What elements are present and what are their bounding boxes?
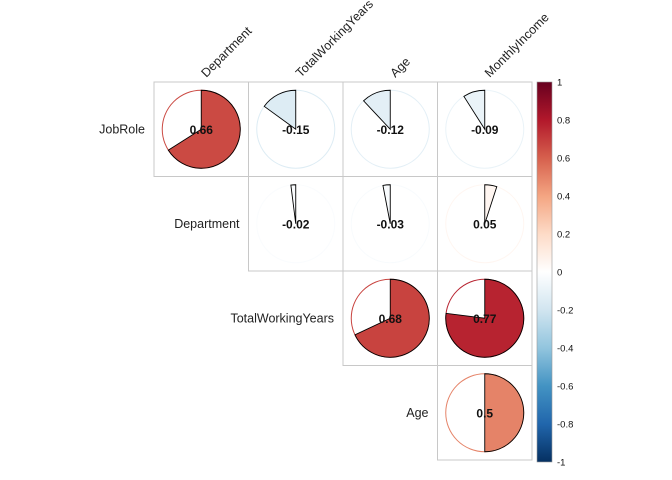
column-label: TotalWorkingYears bbox=[293, 0, 376, 80]
cell-value-label: 0.68 bbox=[379, 312, 403, 326]
row-label: JobRole bbox=[99, 122, 145, 136]
colorbar-tick-label: 0.2 bbox=[557, 230, 570, 241]
row-label: TotalWorkingYears bbox=[230, 311, 334, 325]
colorbar bbox=[536, 81, 553, 463]
column-label: Age bbox=[387, 54, 413, 80]
pie-slice bbox=[484, 373, 525, 453]
colorbar-tick-label: -0.6 bbox=[557, 382, 573, 393]
pie-slice bbox=[263, 89, 297, 131]
pie-slice bbox=[463, 89, 486, 131]
colorbar-tick-label: 0 bbox=[557, 268, 562, 279]
pie-slice bbox=[484, 184, 498, 224]
colorbar-tick-label: -0.2 bbox=[557, 306, 573, 317]
colorbar-tick-label: -0.4 bbox=[557, 344, 573, 355]
colorbar-tick-label: -1 bbox=[557, 458, 565, 469]
pie-slice bbox=[290, 184, 297, 224]
cell-value-label: -0.03 bbox=[377, 217, 405, 231]
pie-slice bbox=[362, 89, 391, 131]
column-label: Department bbox=[198, 24, 254, 80]
cell-value-label: 0.77 bbox=[473, 312, 497, 326]
row-label: Department bbox=[174, 217, 240, 231]
colorbar-tick-label: 0.6 bbox=[557, 154, 570, 165]
cell-value-label: 0.5 bbox=[476, 406, 493, 420]
cell-value-label: -0.02 bbox=[282, 217, 310, 231]
cell-value-label: -0.12 bbox=[377, 123, 405, 137]
pie-slice bbox=[167, 89, 241, 169]
colorbar-tick-label: 0.4 bbox=[557, 192, 570, 203]
cell-value-label: -0.15 bbox=[282, 123, 310, 137]
pie-slice bbox=[354, 278, 430, 358]
colorbar-tick-label: 1 bbox=[557, 78, 562, 89]
cell-value-label: 0.05 bbox=[473, 217, 497, 231]
pie-slice bbox=[445, 278, 525, 358]
column-label: MonthlyIncome bbox=[482, 10, 552, 80]
row-label: Age bbox=[406, 406, 428, 420]
colorbar-tick-label: -0.8 bbox=[557, 420, 573, 431]
pie-slice bbox=[382, 184, 391, 224]
cell-value-label: 0.66 bbox=[190, 123, 214, 137]
colorbar-tick-label: 0.8 bbox=[557, 116, 570, 127]
grid-cell bbox=[437, 365, 533, 461]
cell-value-label: -0.09 bbox=[471, 123, 499, 137]
